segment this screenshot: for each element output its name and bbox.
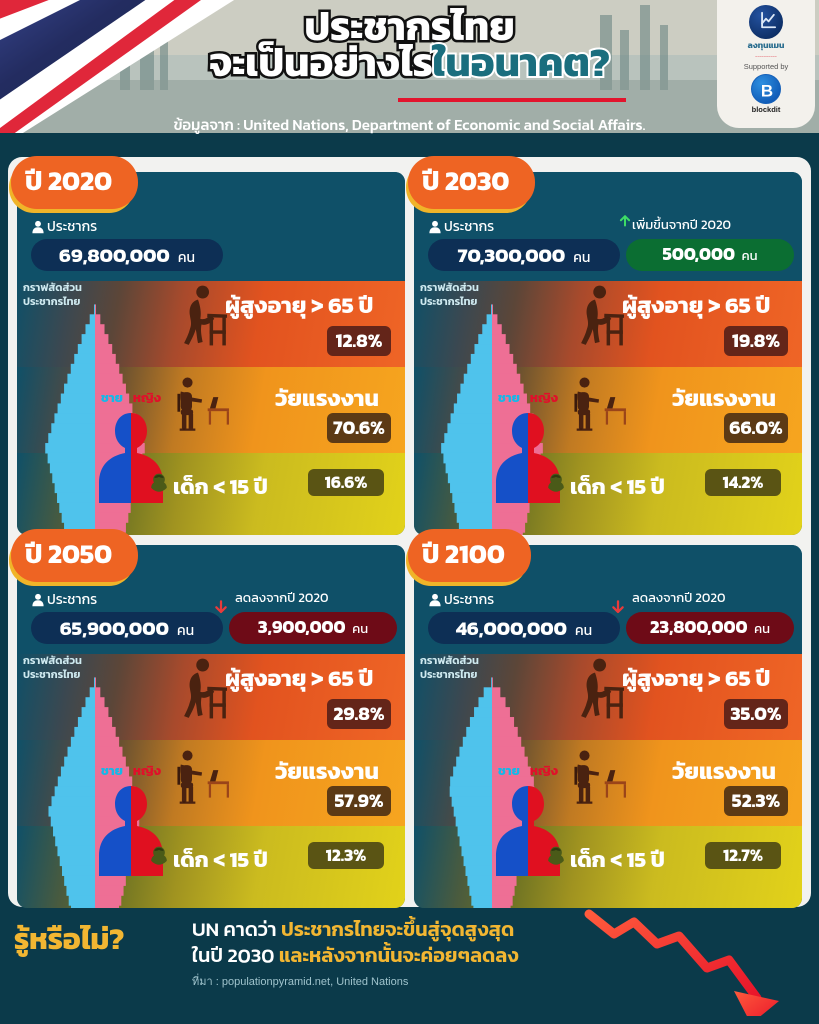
svg-text:B: B bbox=[761, 82, 773, 101]
